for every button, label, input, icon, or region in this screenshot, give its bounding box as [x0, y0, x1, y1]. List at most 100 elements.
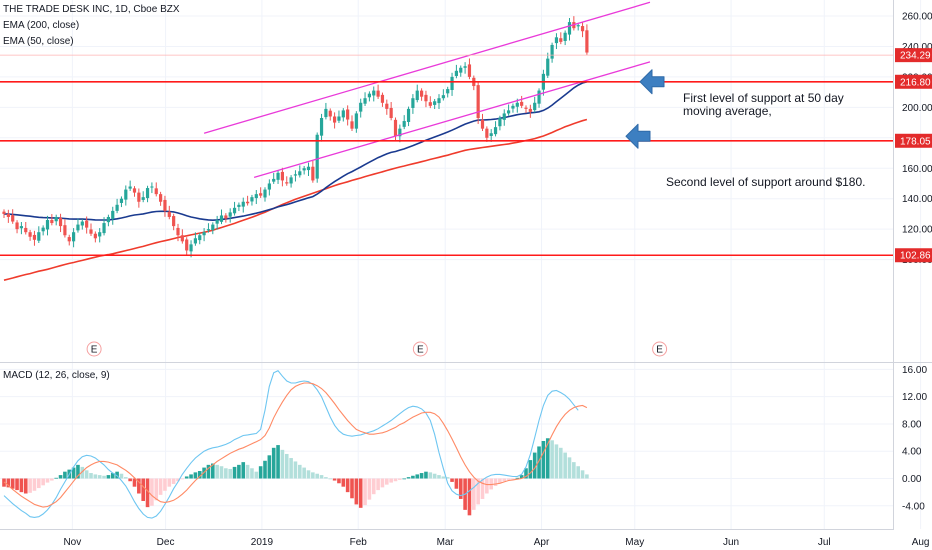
macd-histogram-bar: [350, 478, 354, 499]
macd-histogram-bar: [250, 468, 254, 479]
macd-histogram-bar: [572, 462, 576, 479]
time-tick-label: Jul: [818, 537, 831, 548]
candle-body: [72, 232, 76, 242]
candle-body: [150, 186, 154, 188]
candle-body: [215, 220, 219, 224]
macd-histogram-bar: [437, 475, 441, 479]
price-label-text: 178.05: [900, 136, 931, 147]
candle-body: [128, 186, 132, 189]
macd-histogram-bar: [102, 475, 106, 479]
candle-body: [567, 22, 572, 35]
candle-body: [232, 207, 237, 214]
candle-body: [311, 166, 315, 181]
time-tick-label: Dec: [157, 537, 175, 548]
candle-body: [163, 199, 167, 211]
macd-histogram-bar: [84, 470, 89, 479]
macd-histogram-bar: [415, 474, 420, 479]
annotation-arrows-layer: [625, 69, 665, 149]
price-label-box: [895, 248, 932, 263]
candle-body: [502, 113, 506, 120]
candle-body: [54, 216, 58, 222]
gridlines: [0, 0, 922, 529]
macd-histogram-bar: [476, 478, 480, 505]
annotation-first-support-line1: First level of support at 50 day: [683, 91, 844, 105]
symbol-legend[interactable]: THE TRADE DESK INC, 1D, Cboe BZX: [3, 4, 180, 15]
macd-histogram-bar: [163, 478, 167, 491]
macd-histogram-bar: [411, 475, 415, 479]
ema50-legend[interactable]: EMA (50, close): [3, 36, 74, 47]
candle-body: [367, 93, 371, 98]
candle-body: [393, 119, 398, 137]
macd-histogram-bar: [245, 464, 250, 479]
candle-body: [467, 64, 472, 77]
candle-body: [145, 188, 150, 199]
earnings-marker-label: E: [91, 345, 98, 356]
candle-body: [102, 223, 106, 234]
macd-histogram-bar: [519, 475, 524, 479]
signal-line: [3, 382, 588, 508]
candle-body: [228, 212, 232, 217]
candle-body: [520, 101, 524, 106]
macd-histogram-bar: [6, 478, 11, 488]
candle-body: [2, 211, 6, 214]
macd-histogram-bar: [284, 453, 289, 479]
time-tick-label: Mar: [437, 537, 455, 548]
ema200-legend[interactable]: EMA (200, close): [3, 20, 80, 31]
candle-body: [459, 67, 463, 73]
macd-histogram-bar: [280, 449, 285, 479]
candle-body: [380, 94, 385, 103]
candle-body: [98, 232, 102, 237]
macd-histogram-bar: [137, 478, 141, 494]
candle-body: [507, 110, 511, 114]
macd-histogram-bar: [354, 478, 359, 505]
candle-body: [346, 109, 350, 120]
second-support-arrow: [625, 123, 651, 149]
price-label-text: 216.80: [900, 77, 931, 88]
price-label-box: [895, 48, 932, 63]
macd-histogram-bar: [515, 477, 520, 479]
macd-histogram-bar: [454, 478, 459, 489]
macd-axis: 16.00 12.00 8.00 4.00 0.00 -4.00: [902, 365, 927, 512]
candle-body: [254, 194, 258, 199]
candle-body: [585, 30, 589, 53]
candle-body: [563, 32, 567, 41]
macd-histogram-bar: [537, 446, 541, 479]
macd-histogram-bar: [63, 471, 67, 479]
channel-upper-line: [203, 1, 651, 134]
candle-body: [324, 108, 328, 118]
macd-histogram-bar: [563, 452, 567, 479]
macd-histogram-bar: [167, 478, 172, 487]
macd-histogram-bar: [502, 478, 507, 482]
candle-body: [372, 90, 376, 96]
macd-histogram-bar: [480, 478, 485, 499]
candle-body: [550, 44, 554, 59]
candle-body: [424, 94, 428, 102]
candle-body: [119, 198, 124, 203]
macd-histogram-bar: [489, 478, 493, 490]
macd-histogram-bar: [528, 460, 533, 479]
price-tick-label: 140.00: [902, 194, 932, 205]
candle-body: [298, 171, 302, 176]
macd-histogram-bar: [89, 473, 93, 479]
macd-histogram-bar: [263, 460, 267, 479]
macd-legend[interactable]: MACD (12, 26, close, 9): [3, 370, 110, 381]
macd-histogram-bar: [228, 468, 232, 479]
candle-body: [398, 128, 402, 137]
candle-body: [263, 189, 267, 198]
candle-body: [202, 232, 206, 236]
price-tick-label: 160.00: [902, 164, 932, 175]
candle-body: [111, 210, 115, 219]
macd-histogram-bar: [93, 474, 98, 479]
candle-body: [185, 239, 189, 251]
macd-histogram-bar: [28, 478, 32, 493]
macd-tick-label: 0.00: [902, 474, 922, 485]
candle-body: [211, 224, 215, 231]
macd-histogram-bar: [324, 477, 328, 479]
macd-histogram-bar: [341, 478, 346, 487]
macd-histogram-bar: [132, 478, 137, 487]
time-tick-label: Jun: [723, 537, 739, 548]
macd-histogram-bar: [524, 468, 528, 479]
macd-histogram-bar: [550, 440, 554, 479]
